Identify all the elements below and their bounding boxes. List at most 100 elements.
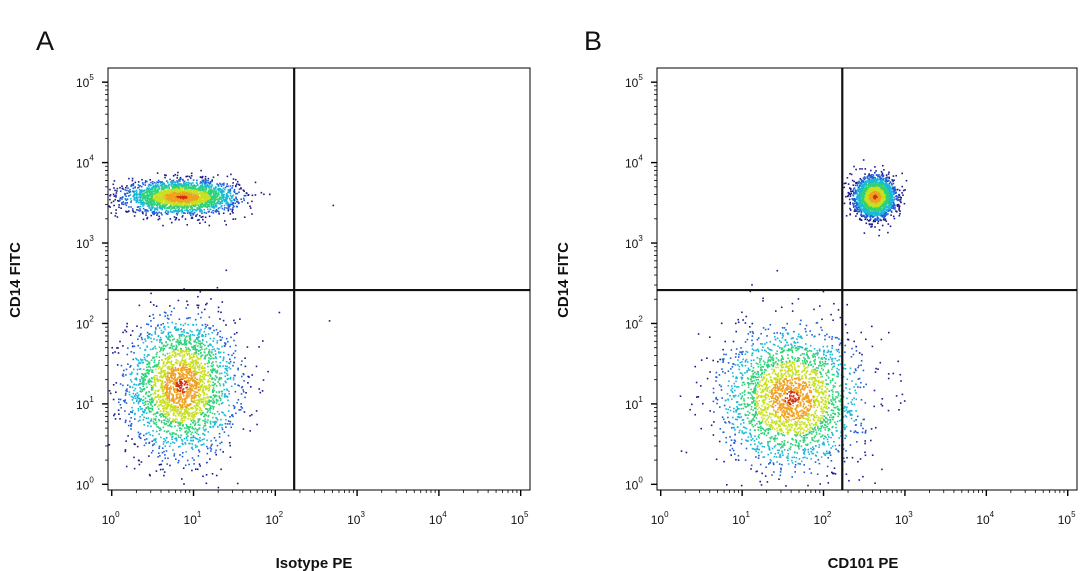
scatter-point: [149, 333, 151, 335]
scatter-point: [181, 455, 184, 458]
scatter-point: [151, 397, 153, 399]
scatter-point: [218, 213, 220, 215]
scatter-point: [212, 389, 214, 391]
scatter-point: [193, 400, 195, 402]
scatter-point: [169, 178, 171, 181]
scatter-point: [219, 330, 222, 333]
scatter-point: [185, 408, 187, 410]
scatter-point: [122, 196, 124, 199]
scatter-point: [193, 375, 195, 377]
scatter-point: [147, 394, 149, 397]
scatter-point: [199, 330, 201, 332]
scatter-point: [216, 369, 219, 372]
scatter-point: [133, 345, 136, 348]
scatter-point: [175, 391, 178, 394]
scatter-point: [170, 196, 172, 199]
scatter-point: [178, 410, 180, 413]
scatter-point: [177, 212, 179, 214]
scatter-point: [162, 205, 164, 207]
scatter-point: [240, 187, 242, 189]
scatter-point: [224, 367, 227, 370]
scatter-point: [194, 423, 196, 425]
scatter-point: [155, 201, 158, 204]
scatter-point: [181, 186, 184, 188]
scatter-point: [155, 347, 157, 350]
scatter-point: [172, 339, 174, 341]
scatter-point: [215, 439, 217, 442]
scatter-point: [194, 341, 196, 343]
scatter-point: [212, 176, 215, 179]
scatter-point: [152, 204, 154, 207]
scatter-point: [178, 200, 180, 202]
scatter-point: [159, 182, 162, 185]
scatter-point: [147, 369, 149, 371]
scatter-point: [171, 189, 173, 192]
scatter-point: [162, 468, 164, 471]
scatter-point: [144, 340, 147, 342]
scatter-point: [141, 399, 144, 402]
scatter-point: [198, 439, 200, 441]
scatter-point: [164, 357, 166, 360]
scatter-point: [194, 382, 197, 384]
scatter-point: [169, 357, 171, 360]
scatter-point: [187, 181, 190, 184]
scatter-point: [180, 335, 183, 337]
scatter-point: [201, 175, 204, 178]
scatter-point: [151, 371, 153, 373]
scatter-point: [228, 442, 231, 444]
scatter-point: [196, 430, 198, 432]
scatter-point: [180, 206, 182, 208]
scatter-point: [142, 207, 145, 210]
scatter-point: [154, 418, 157, 420]
scatter-point: [213, 337, 215, 340]
scatter-point: [155, 470, 158, 472]
scatter-point: [216, 371, 219, 374]
scatter-point: [153, 365, 156, 367]
scatter-point: [171, 393, 173, 396]
scatter-point: [167, 338, 169, 340]
scatter-point: [209, 377, 211, 380]
scatter-point: [204, 183, 206, 186]
scatter-point: [176, 380, 178, 383]
scatter-point: [148, 442, 150, 444]
scatter-point: [179, 408, 182, 410]
scatter-point: [174, 326, 176, 329]
scatter-point: [156, 378, 158, 381]
scatter-point: [191, 427, 193, 430]
scatter-point: [148, 203, 150, 205]
scatter-point: [192, 187, 194, 190]
scatter-point: [194, 431, 196, 433]
scatter-point: [137, 344, 139, 347]
scatter-point: [197, 418, 200, 420]
scatter-point: [148, 189, 150, 191]
scatter-point: [163, 361, 165, 363]
scatter-point: [179, 199, 182, 201]
scatter-point: [211, 370, 213, 372]
scatter-point: [196, 213, 199, 216]
scatter-point: [218, 396, 221, 399]
scatter-point: [182, 343, 185, 345]
scatter-point: [165, 436, 168, 439]
scatter-point: [162, 191, 165, 193]
scatter-point: [198, 401, 200, 403]
scatter-point: [219, 190, 222, 193]
scatter-point: [152, 190, 154, 192]
scatter-point: [240, 393, 243, 395]
scatter-point: [113, 195, 116, 197]
scatter-point: [188, 348, 190, 351]
scatter-point: [139, 390, 142, 392]
scatter-point: [201, 202, 203, 205]
scatter-point: [203, 375, 206, 378]
scatter-point: [178, 192, 181, 195]
scatter-point: [278, 311, 281, 314]
scatter-point: [210, 195, 213, 198]
scatter-point: [196, 355, 198, 357]
scatter-point: [236, 198, 238, 201]
scatter-point: [237, 202, 240, 205]
scatter-point: [225, 199, 228, 202]
scatter-point: [157, 456, 159, 458]
scatter-point: [144, 397, 147, 400]
scatter-point: [177, 209, 180, 211]
scatter-point: [114, 418, 117, 420]
